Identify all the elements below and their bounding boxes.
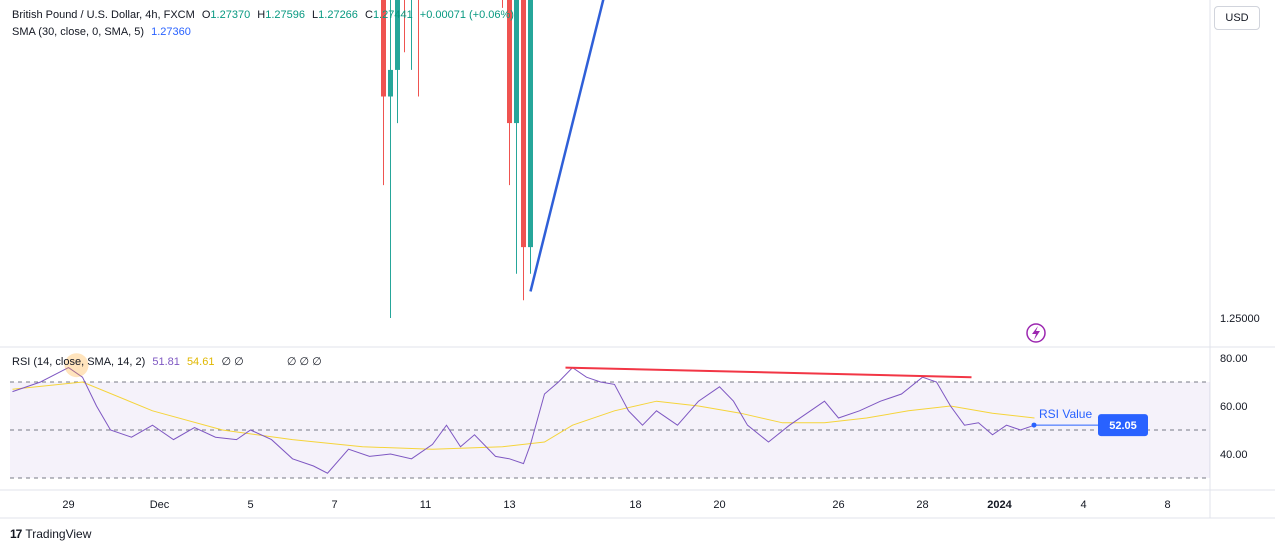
- symbol-title: British Pound / U.S. Dollar, 4h, FXCM: [12, 9, 195, 21]
- rsi-value: 51.81: [152, 356, 180, 368]
- candle-body: [388, 69, 393, 97]
- high-label: H: [257, 9, 266, 21]
- rsi-value-box: [1098, 414, 1148, 437]
- sma-title: SMA (30, close, 0, SMA, 5): [12, 26, 145, 38]
- candle-body: [381, 0, 386, 97]
- candle-body: [514, 0, 519, 124]
- time-axis-tick-1: Dec: [150, 499, 170, 511]
- open-value: 1.27370: [210, 9, 251, 21]
- high-value: 1.27596: [265, 9, 305, 21]
- time-axis-tick-11: 4: [1080, 499, 1086, 511]
- rsi-axis-tick-2: 40.00: [1220, 449, 1248, 461]
- sma-legend: SMA (30, close, 0, SMA, 5) 1.27360: [12, 26, 195, 38]
- price-axis-tick-0: 1.25000: [1220, 313, 1260, 325]
- time-axis-tick-2: 5: [247, 499, 253, 511]
- candle-body: [507, 0, 512, 124]
- change-value: +0.00071 (+0.06%): [419, 9, 514, 21]
- tradingview-mark-icon: 17: [10, 527, 22, 541]
- rsi-divergence-trendline: [565, 366, 972, 379]
- low-value: 1.27266: [318, 9, 358, 21]
- time-axis-tick-3: 7: [331, 499, 337, 511]
- rsi-axis-tick-1: 60.00: [1220, 401, 1248, 413]
- rsi-line: [12, 366, 1035, 474]
- close-label: C: [364, 9, 373, 21]
- candle-body: [395, 0, 400, 70]
- rsi-sma-value: 54.61: [186, 356, 215, 368]
- candle-body: [521, 0, 526, 248]
- time-axis-tick-10: 2024: [987, 499, 1012, 511]
- low-label: L: [312, 9, 319, 21]
- rsi-highlight-circle: [64, 353, 89, 378]
- time-axis-tick-7: 20: [713, 499, 725, 511]
- rsi-axis-tick-0: 80.00: [1220, 353, 1248, 365]
- rsi-empty-values-2: ∅ ∅ ∅: [286, 356, 322, 368]
- time-axis-tick-0: 29: [62, 499, 74, 511]
- time-axis-tick-4: 11: [420, 499, 431, 511]
- time-axis-tick-5: 13: [503, 499, 515, 511]
- rsi-title: RSI (14, close, SMA, 14, 2): [12, 356, 146, 368]
- candle-body: [528, 0, 533, 248]
- time-axis-tick-6: 18: [629, 499, 641, 511]
- sma-value: 1.27360: [151, 26, 191, 38]
- close-value: 1.27441: [372, 9, 413, 21]
- time-axis-tick-8: 26: [832, 499, 844, 511]
- time-axis-tick-9: 28: [916, 499, 928, 511]
- open-label: O: [201, 9, 211, 21]
- support-trendline: [529, 0, 605, 292]
- symbol-legend: British Pound / U.S. Dollar, 4h, FXCM O1…: [12, 9, 518, 21]
- rsi-legend: RSI (14, close, SMA, 14, 2) 51.81 54.61 …: [12, 355, 326, 368]
- currency-button[interactable]: USD: [1214, 6, 1260, 30]
- time-axis-tick-12: 8: [1164, 499, 1170, 511]
- rsi-value-label: 52.05: [1109, 420, 1137, 432]
- lightning-bolt-icon: [1032, 326, 1040, 340]
- rsi-empty-values: ∅ ∅: [221, 356, 244, 368]
- tradingview-brand: TradingView: [25, 527, 92, 541]
- rsi-value-annotation: RSI Value: [1039, 407, 1092, 421]
- tradingview-logo[interactable]: 17 TradingView: [10, 527, 91, 541]
